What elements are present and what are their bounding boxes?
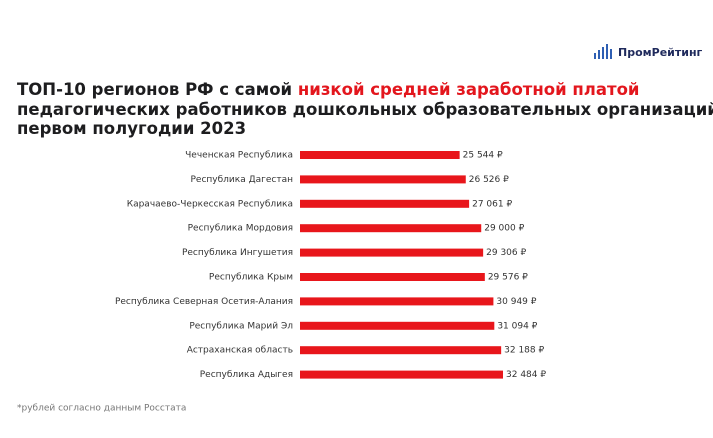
footnote: *рублей согласно данным Росстата [17,404,186,414]
value-label: 27 061 ₽ [472,199,512,209]
category-label: Республика Крым [209,273,293,283]
category-label: Карачаево-Черкесская Республика [127,199,293,209]
bar [300,248,484,257]
value-label: 29 576 ₽ [488,273,528,283]
category-label: Республика Ингушетия [182,248,293,258]
category-label: Республика Марий Эл [189,321,293,331]
title-end-line: педагогических работников дошкольных обр… [17,100,713,119]
value-label: 31 094 ₽ [497,321,537,331]
category-label: Республика Мордовия [188,224,293,234]
chart-title: ТОП-10 регионов РФ с самой низкой средне… [17,80,639,99]
category-label: Республика Северная Осетия-Алания [115,297,293,307]
value-label: 29 306 ₽ [486,248,526,258]
value-label: 26 526 ₽ [469,175,509,185]
category-label: Чеченская Республика [185,151,293,161]
bar [300,273,485,281]
bar [300,321,495,330]
value-label: 25 544 ₽ [463,151,503,161]
title-end-line: первом полугодии 2023 [17,119,246,138]
value-label: 32 484 ₽ [506,370,546,380]
logo: ПромРейтинг [618,46,703,59]
value-label: 32 188 ₽ [504,346,544,356]
category-label: Астраханская область [187,346,293,356]
category-label: Республика Дагестан [191,175,294,185]
category-label: Республика Адыгея [200,370,293,380]
bar [300,297,494,306]
title-end: педагогических работников дошкольных обр… [17,100,713,138]
title-highlight: низкой средней заработной платой [298,80,640,99]
bar [300,151,460,159]
title: ТОП-10 регионов РФ с самой [17,80,292,99]
bar [300,346,502,355]
bar [300,199,470,208]
bar [300,175,466,184]
logo-icon [594,44,612,59]
value-label: 30 949 ₽ [496,297,536,307]
bar [300,224,482,233]
bar [300,370,503,379]
value-label: 29 000 ₽ [484,224,524,234]
